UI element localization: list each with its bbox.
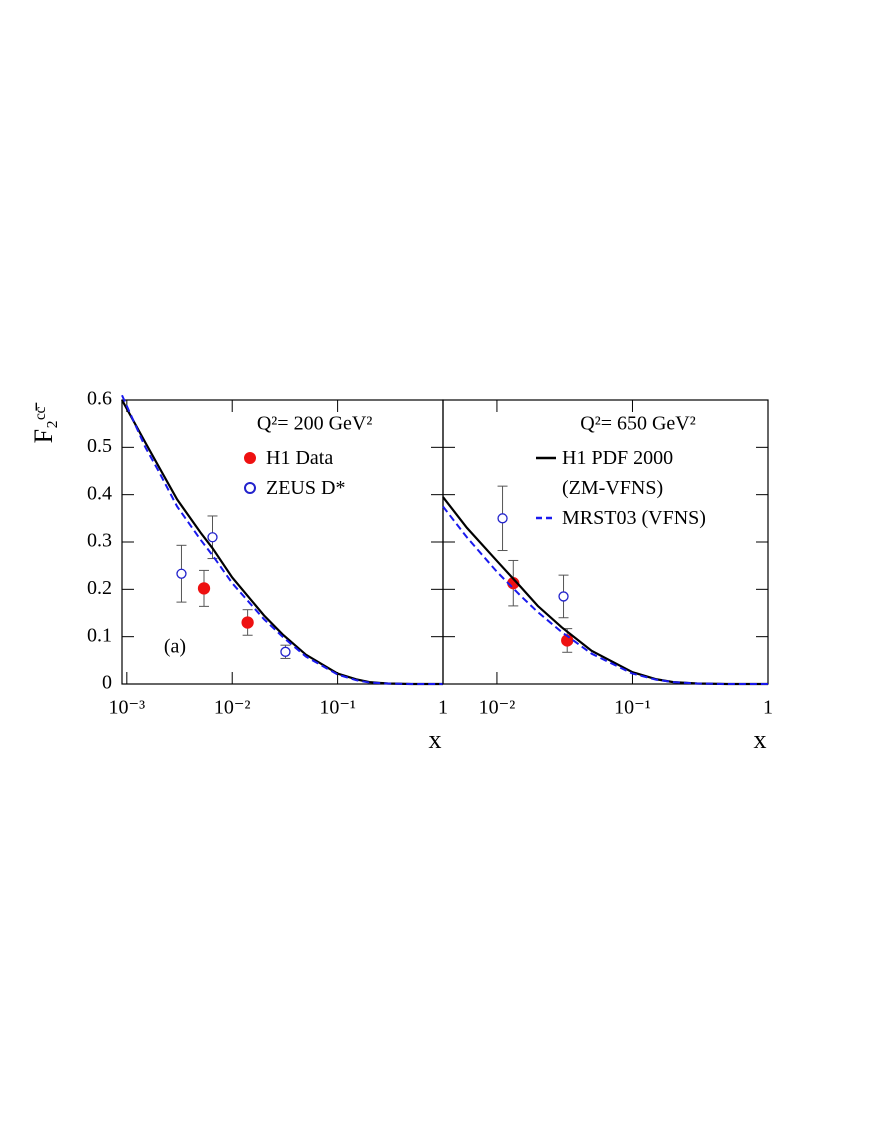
y-tick-label: 0 (102, 672, 112, 694)
x-tick-label: 10⁻¹ (614, 697, 651, 719)
x-tick-label: 10⁻¹ (319, 697, 356, 719)
x-axis-label: x (754, 725, 767, 754)
x-tick-label: 1 (438, 697, 448, 719)
data-point (558, 591, 569, 602)
x-tick-label: 10⁻² (479, 697, 516, 719)
data-point (241, 616, 254, 629)
y-axis-label: F₂ᶜᶜ̄ (29, 403, 58, 444)
data-point (280, 646, 291, 657)
data-point (197, 582, 211, 595)
legend-marker (244, 482, 256, 494)
panel-label: Q²= 200 GeV² (257, 413, 372, 435)
data-point (497, 513, 508, 524)
x-axis-label: x (429, 725, 442, 754)
curve (442, 505, 768, 685)
data-point (207, 532, 218, 543)
y-tick-label: 0.5 (87, 435, 112, 457)
legend-marker (244, 452, 256, 464)
y-tick-label: 0.3 (87, 530, 112, 552)
y-tick-label: 0.4 (87, 482, 112, 504)
x-tick-label: 10⁻³ (109, 697, 146, 719)
legend-label: H1 PDF 2000 (ZM-VFNS) (562, 447, 674, 499)
panel-label: Q²= 650 GeV² (580, 413, 695, 435)
y-tick-label: 0.2 (87, 577, 112, 599)
legend-label: H1 Data (266, 447, 334, 469)
legend-label: MRST03 (VFNS) (562, 507, 706, 529)
y-tick-label: 0.6 (87, 388, 112, 410)
legend-label: ZEUS D* (266, 477, 346, 499)
annotation: (a) (164, 636, 186, 658)
x-tick-label: 1 (763, 697, 773, 719)
curve (121, 394, 443, 685)
data-point (176, 568, 187, 579)
x-tick-label: 10⁻² (214, 697, 251, 719)
y-tick-label: 0.1 (87, 624, 112, 646)
